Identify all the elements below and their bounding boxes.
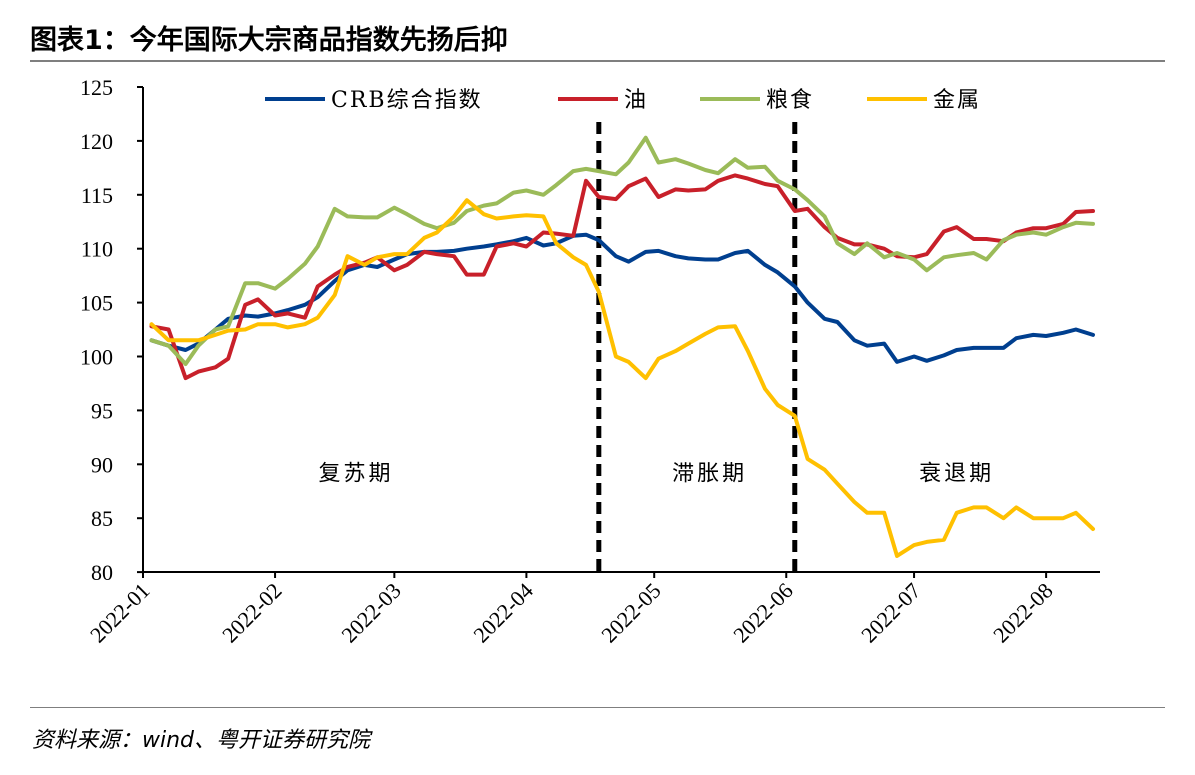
y-tick-label: 115 (81, 183, 113, 208)
phase-label: 衰退期 (919, 461, 994, 486)
y-tick-label: 90 (91, 452, 113, 477)
source-note: 资料来源：wind、粤开证券研究院 (32, 728, 371, 753)
x-tick-label: 2022-01 (85, 578, 155, 648)
x-tick-label: 2022-03 (336, 578, 406, 648)
y-tick-label: 110 (81, 237, 113, 262)
legend-label-0: CRB综合指数 (331, 88, 483, 113)
source-divider (30, 707, 1165, 708)
x-tick-label: 2022-06 (728, 578, 798, 648)
y-tick-label: 80 (91, 560, 113, 585)
x-tick-label: 2022-05 (596, 578, 666, 648)
x-tick-label: 2022-02 (217, 578, 287, 648)
chart-title: 图表1：今年国际大宗商品指数先扬后抑 (30, 25, 508, 56)
x-tick-label: 2022-07 (856, 578, 926, 648)
phase-labels: 复苏期 滞胀期 衰退期 (318, 461, 994, 486)
series-line-0 (149, 232, 1095, 364)
series-line-1 (149, 173, 1095, 381)
y-tick-label: 125 (80, 75, 113, 100)
legend-label-3: 金属 (933, 88, 981, 113)
legend: CRB综合指数 油 粮食 金属 (265, 88, 981, 113)
y-tick-label: 120 (80, 129, 113, 154)
legend-label-1: 油 (624, 88, 648, 113)
axes: 80 85 90 95 100 105 110 115 120 125 2022-01 2022-02… (80, 75, 1100, 647)
y-tick-label: 105 (80, 291, 113, 316)
x-tick-label: 2022-08 (988, 578, 1058, 648)
title-divider (30, 60, 1165, 62)
series-line-3 (149, 198, 1095, 558)
series-line-2 (149, 135, 1095, 366)
y-tick-label: 100 (80, 345, 113, 370)
x-tick-label: 2022-04 (468, 578, 538, 648)
y-tick-label: 95 (91, 398, 113, 423)
series-lines (149, 135, 1095, 558)
y-tick-label: 85 (91, 506, 113, 531)
phase-label: 滞胀期 (672, 461, 747, 486)
legend-label-2: 粮食 (766, 88, 814, 113)
phase-label: 复苏期 (318, 461, 393, 486)
